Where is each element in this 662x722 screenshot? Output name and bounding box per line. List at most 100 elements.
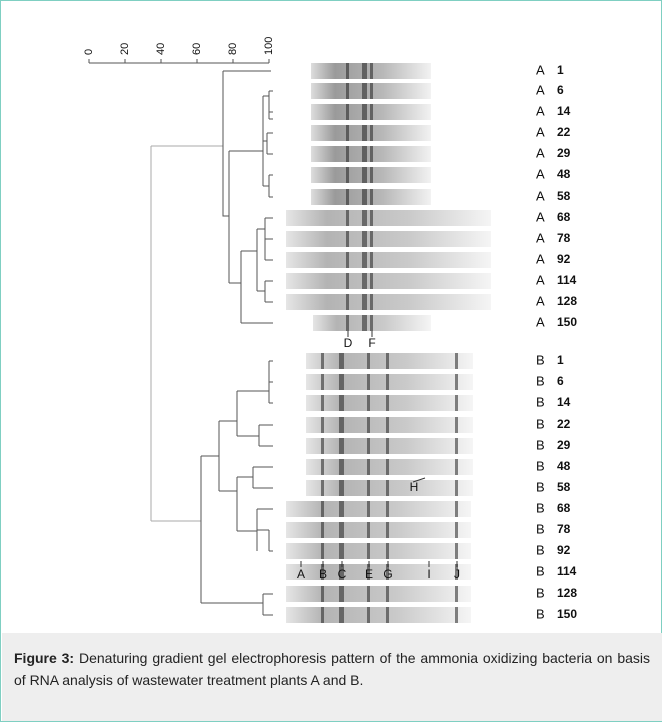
lane-number: 48 xyxy=(557,167,571,181)
gel-band xyxy=(386,374,389,390)
gel-band xyxy=(346,273,349,289)
lane-number: 14 xyxy=(557,104,571,118)
band-marker: F xyxy=(368,336,375,350)
lane-number: 14 xyxy=(557,395,571,409)
lane-number: 1 xyxy=(557,63,564,77)
scale-label: 60 xyxy=(191,43,203,55)
band-marker: A xyxy=(297,567,305,581)
gel-band xyxy=(362,63,367,79)
gel-band xyxy=(362,252,367,268)
gel-band xyxy=(455,438,458,454)
lane-group: B xyxy=(536,542,545,557)
lane-group: B xyxy=(536,479,545,494)
gel-band xyxy=(346,189,349,205)
gel-band xyxy=(367,480,370,496)
gel-band xyxy=(370,315,373,331)
gel-band xyxy=(455,586,458,602)
gel-lane xyxy=(286,273,491,289)
gel-band xyxy=(321,501,324,517)
lane-group: A xyxy=(536,103,545,118)
gel-band xyxy=(321,395,324,411)
gel-band xyxy=(346,146,349,162)
lane-number: 29 xyxy=(557,438,571,452)
gel-lane xyxy=(286,252,491,268)
gel-band xyxy=(370,189,373,205)
gel-lane xyxy=(286,607,471,623)
gel-band xyxy=(339,480,344,496)
gel-band xyxy=(455,501,458,517)
gel-lane xyxy=(306,459,473,475)
gel-band xyxy=(346,125,349,141)
band-markers: D F A B C E G I J H xyxy=(297,331,460,581)
gel-band xyxy=(370,167,373,183)
gel-band xyxy=(367,438,370,454)
lane-number: 78 xyxy=(557,231,571,245)
gel-band xyxy=(370,125,373,141)
gel-band xyxy=(346,294,349,310)
lane-number: 68 xyxy=(557,501,571,515)
gel-band xyxy=(370,83,373,99)
gel-band xyxy=(455,522,458,538)
gel-band xyxy=(321,417,324,433)
band-marker: J xyxy=(454,567,460,581)
gel-lane xyxy=(286,231,491,247)
gel-band xyxy=(386,522,389,538)
lane-group: A xyxy=(536,145,545,160)
scale-label: 80 xyxy=(227,43,239,55)
lane-number: 22 xyxy=(557,125,571,139)
lane-group: B xyxy=(536,500,545,515)
lane-group: B xyxy=(536,437,545,452)
gel-band xyxy=(455,353,458,369)
gel-band xyxy=(455,607,458,623)
gel-band xyxy=(386,353,389,369)
gel-band xyxy=(455,480,458,496)
gel-band xyxy=(362,231,367,247)
gel-band xyxy=(386,417,389,433)
gel-band xyxy=(321,374,324,390)
gel-lane xyxy=(306,438,473,454)
gel-band xyxy=(321,543,324,559)
lane-number: 92 xyxy=(557,543,571,557)
gel-band xyxy=(321,522,324,538)
gel-band xyxy=(362,146,367,162)
band-marker: H xyxy=(410,480,419,494)
gel-band xyxy=(339,395,344,411)
gel-band xyxy=(346,315,349,331)
scale-label: 40 xyxy=(155,43,167,55)
gel-band xyxy=(370,104,373,120)
gel-band xyxy=(321,564,324,580)
lane-number: 48 xyxy=(557,459,571,473)
lane-number: 68 xyxy=(557,210,571,224)
lane-number: 78 xyxy=(557,522,571,536)
gel-band xyxy=(455,459,458,475)
gel-band xyxy=(362,189,367,205)
gel-band xyxy=(362,273,367,289)
gel-band xyxy=(367,522,370,538)
gel-band xyxy=(370,294,373,310)
lane-group: A xyxy=(536,124,545,139)
caption-text: Denaturing gradient gel electrophoresis … xyxy=(14,650,651,688)
gel-band xyxy=(339,417,344,433)
lane-number: 58 xyxy=(557,480,571,494)
lane-number: 58 xyxy=(557,189,571,203)
lane-group: B xyxy=(536,373,545,388)
lane-number: 6 xyxy=(557,83,564,97)
gel-band xyxy=(362,83,367,99)
gel-band xyxy=(339,501,344,517)
band-marker: B xyxy=(319,567,327,581)
gel-lane xyxy=(306,395,473,411)
gel-band xyxy=(370,231,373,247)
gel-band xyxy=(362,167,367,183)
gel-band xyxy=(370,146,373,162)
gel-band xyxy=(339,586,344,602)
band-marker: E xyxy=(365,567,373,581)
gel-band xyxy=(321,607,324,623)
band-marker: I xyxy=(427,567,430,581)
lane-number: 92 xyxy=(557,252,571,266)
lane-group: B xyxy=(536,394,545,409)
gel-band xyxy=(346,167,349,183)
gel-band xyxy=(339,459,344,475)
lane-group: A xyxy=(536,293,545,308)
gel-band xyxy=(339,374,344,390)
